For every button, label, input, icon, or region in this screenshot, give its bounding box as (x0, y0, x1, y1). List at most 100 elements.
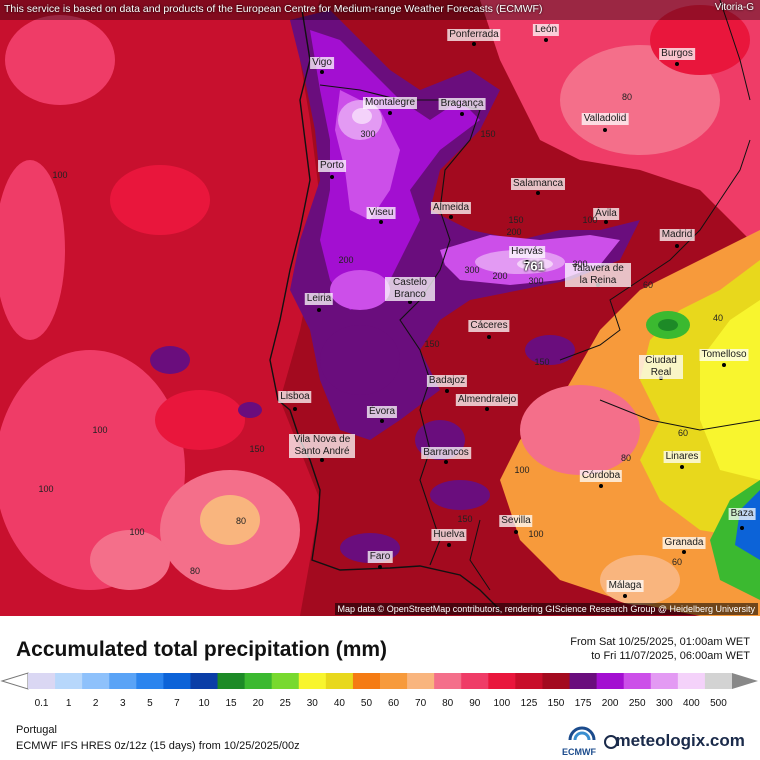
scale-swatch (244, 673, 273, 689)
city-dot (380, 419, 384, 423)
isoline-label: 100 (38, 484, 54, 494)
precipitation-map[interactable]: This service is based on data and produc… (0, 0, 760, 616)
scale-swatch (298, 673, 327, 689)
scale-swatch (461, 673, 489, 689)
city-dot (514, 530, 518, 534)
scale-swatch (136, 673, 164, 689)
isoline-label: 200 (338, 255, 354, 265)
ecmwf-notice: This service is based on data and produc… (4, 3, 543, 15)
city-madrid: Madrid (659, 229, 695, 241)
city-talavera: Talavera de la Reina (565, 263, 631, 287)
corner-city-label: Vitoria-G (714, 2, 754, 13)
scale-swatch (352, 673, 381, 689)
city-barrancos: Barrancos (421, 447, 471, 459)
meteologix-brand[interactable]: meteologix.com (606, 731, 744, 751)
city-dot (460, 112, 464, 116)
city-dot (447, 543, 451, 547)
city-dot (623, 594, 627, 598)
scale-tick-label: 20 (252, 698, 264, 709)
scale-arrow-left (0, 672, 29, 690)
isoline-label: 300 (464, 265, 480, 275)
city-dot (487, 335, 491, 339)
city-burgos: Burgos (659, 48, 695, 60)
scale-tick-label: 500 (710, 698, 727, 709)
city-dot (388, 111, 392, 115)
isoline-label: 100 (52, 170, 68, 180)
city-leon: León (532, 24, 560, 36)
scale-swatch (542, 673, 571, 689)
city-dot (680, 465, 684, 469)
scale-arrow-right (732, 673, 758, 689)
city-braganca: Bragança (438, 98, 486, 110)
scale-tick-label: 15 (225, 698, 237, 709)
scale-swatch (650, 673, 679, 689)
time-range-to: to Fri 11/07/2025, 06:00am WET (591, 650, 750, 662)
isoline-label: 100 (129, 527, 145, 537)
city-vila-nova-de-santo-andre: Vila Nova de Santo André (289, 434, 355, 458)
isoline-label: 80 (189, 566, 201, 576)
city-almeida: Almeida (430, 202, 472, 214)
scale-tick-label: 60 (387, 698, 400, 709)
city-dot (472, 42, 476, 46)
scale-tick-label: 150 (547, 698, 565, 709)
scale-tick-label: 80 (442, 698, 454, 709)
map-canvas (0, 0, 760, 616)
city-dot (604, 220, 608, 224)
city-cordoba: Córdoba (579, 470, 623, 482)
city-dot (485, 407, 489, 411)
isoline-label: 80 (621, 92, 633, 102)
isoline-label: 150 (534, 357, 550, 367)
scale-swatch (596, 673, 625, 689)
scale-swatch (163, 673, 191, 689)
city-dot (675, 244, 679, 248)
scale-swatch (55, 673, 83, 689)
city-huelva: Huelva (431, 529, 467, 541)
isoline-label: 150 (457, 514, 473, 524)
scale-swatch (190, 673, 219, 689)
scale-tick-label: 70 (415, 698, 427, 709)
ecmwf-logo-icon (568, 726, 596, 741)
scale-swatch (28, 673, 56, 689)
scale-tick-label: 300 (655, 698, 673, 709)
scale-tick-label: 250 (628, 698, 646, 709)
city-faro: Faro (367, 551, 393, 563)
scale-swatch (704, 673, 733, 689)
isoline-label: 100 (582, 215, 598, 225)
city-ponferrada: Ponferrada (447, 29, 501, 41)
scale-tick-label: 1 (65, 698, 72, 709)
city-castelo-branco: Castelo Branco (385, 277, 435, 301)
city-lisboa: Lisboa (278, 391, 312, 403)
scale-swatch (380, 673, 408, 689)
city-dot (525, 260, 529, 264)
isoline-label: 60 (677, 428, 689, 438)
city-avila: Ávila (593, 208, 619, 220)
isoline-label: 80 (235, 516, 247, 526)
model-run-label: ECMWF IFS HRES 0z/12z (15 days) from 10/… (16, 740, 300, 752)
scale-tick-label: 5 (147, 698, 153, 709)
legend-title: Accumulated total precipitation (mm) (16, 638, 388, 661)
scale-tick-label: 125 (520, 698, 538, 709)
city-dot (722, 363, 726, 367)
ecmwf-logo-label: ECMWF (562, 747, 596, 757)
map-attribution[interactable]: Map data © OpenStreetMap contributors, r… (334, 603, 758, 615)
scale-swatch (109, 673, 137, 689)
city-linares: Linares (663, 451, 701, 463)
city-caceres: Cáceres (468, 320, 510, 332)
city-dot (603, 128, 607, 132)
isoline-label: 150 (424, 339, 440, 349)
city-tomelloso: Tomelloso (699, 349, 749, 361)
scale-swatch (82, 673, 110, 689)
city-dot (544, 38, 548, 42)
scale-swatch (434, 673, 462, 689)
city-dot (682, 550, 686, 554)
isoline-label: 150 (508, 215, 524, 225)
scale-swatch (677, 673, 706, 689)
scale-tick-label: 25 (279, 698, 291, 709)
scale-tick-label: 400 (683, 698, 700, 709)
city-salamanca: Salamanca (510, 178, 566, 190)
city-malaga: Málaga (606, 580, 644, 592)
city-sevilla: Sevilla (499, 515, 533, 527)
max-value-marker: 761 (523, 258, 545, 274)
city-dot (378, 565, 382, 569)
time-range-from: From Sat 10/25/2025, 01:00am WET (570, 636, 750, 648)
